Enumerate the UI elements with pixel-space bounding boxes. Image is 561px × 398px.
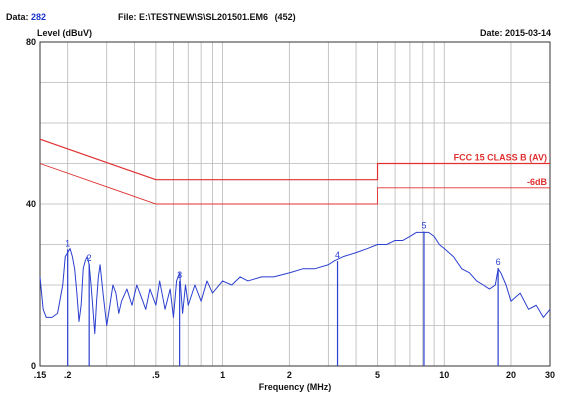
file-path: File: E:\TESTNEW\S\SL201501.EM6 [118,12,269,22]
limit-label-1: FCC 15 CLASS B (AV) [454,153,547,163]
marker-label-6: 6 [496,257,501,267]
x-tick-5: 5 [375,370,380,380]
marker-label-2: 2 [87,253,92,263]
x-tick-.5: .5 [152,370,160,380]
limit-line-2 [39,163,550,205]
x-tick-.15: .15 [34,370,47,380]
limit-lines: FCC 15 CLASS B (AV) -6dB [39,138,550,205]
spectrum-trace [39,231,551,335]
y-tick-labels: 0 40 80 [26,37,36,371]
plot-frame [39,41,551,367]
y-tick-0: 0 [31,361,36,371]
x-tick-2: 2 [287,370,292,380]
data-label-text: Data: [6,12,29,22]
marker-label-1: 1 [65,238,70,248]
limit-label-2: -6dB [527,177,548,187]
data-label: Data: 282 [6,12,46,22]
date-label: Date: 2015-03-14 [480,28,552,38]
x-tick-1: 1 [220,370,225,380]
y-tick-40: 40 [26,199,36,209]
x-tick-.2: .2 [64,370,72,380]
trace-line-1 [39,231,551,335]
y-axis-title: Level (dBuV) [37,28,93,38]
peak-markers: 1 2 3 4 5 6 [65,221,501,366]
x-tick-30: 30 [545,370,555,380]
file-count: (452) [274,12,296,22]
marker-label-3: 3 [177,270,182,280]
x-axis-title: Frequency (MHz) [259,382,332,392]
y-tick-80: 80 [26,37,36,47]
data-number: 282 [31,12,47,22]
marker-label-4: 4 [335,250,340,260]
file-label: File: E:\TESTNEW\S\SL201501.EM6 (452) [118,12,296,22]
x-tick-10: 10 [439,370,449,380]
x-tick-20: 20 [506,370,516,380]
limit-line-1 [39,138,550,181]
marker-label-5: 5 [421,221,426,231]
x-tick-labels: .15 .2 .5 1 2 5 10 20 30 [34,370,555,380]
